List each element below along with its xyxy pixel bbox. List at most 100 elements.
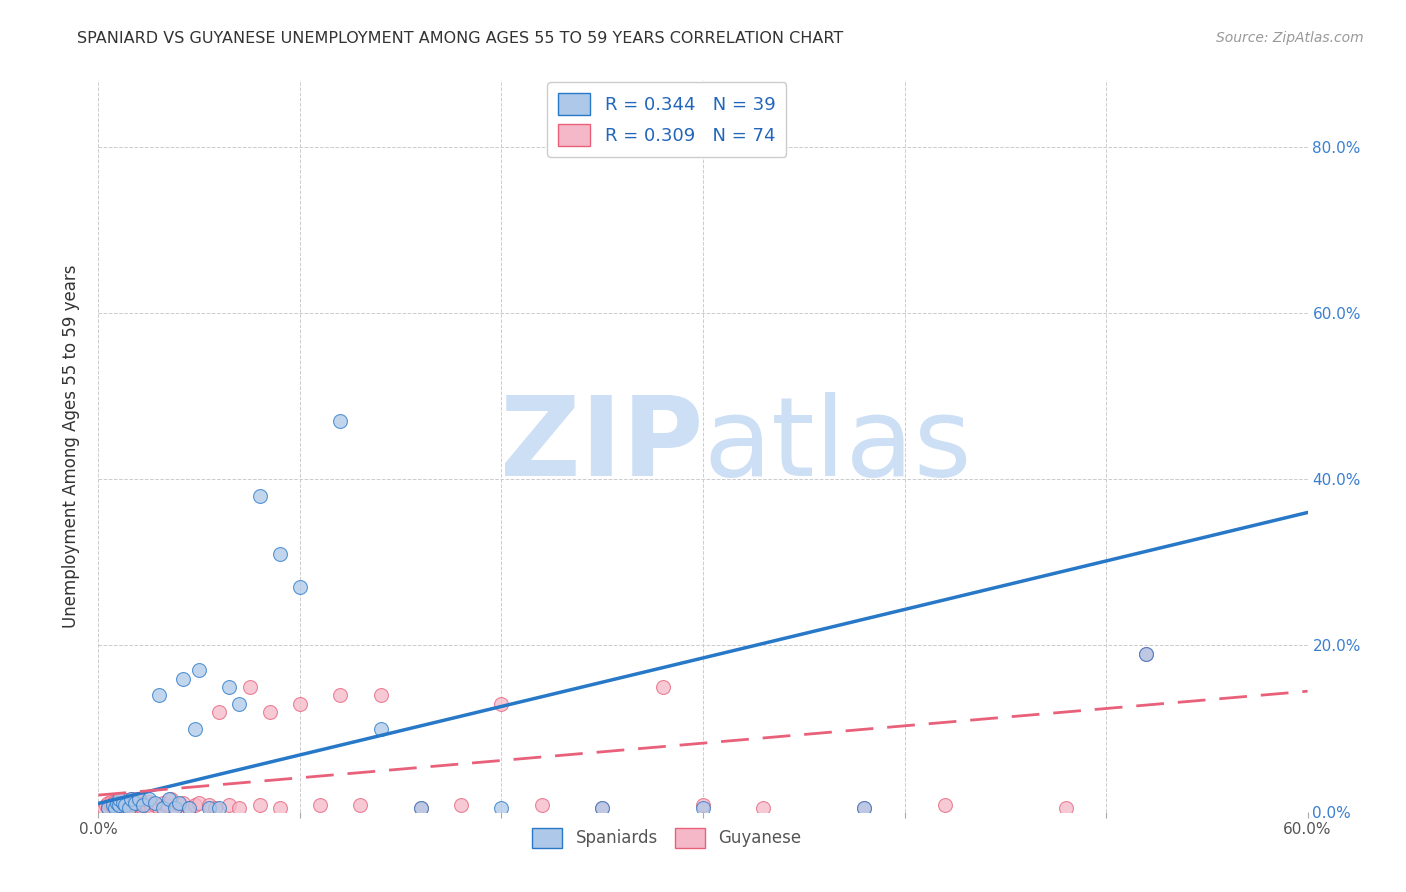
Point bbox=[692, 800, 714, 814]
Point bbox=[1135, 647, 1157, 661]
Point bbox=[239, 680, 262, 694]
Point bbox=[249, 489, 271, 503]
Point bbox=[100, 798, 122, 813]
Point bbox=[124, 797, 146, 811]
Point bbox=[101, 800, 124, 814]
Point bbox=[139, 800, 162, 814]
Point bbox=[228, 800, 250, 814]
Point bbox=[118, 800, 141, 814]
Point bbox=[249, 798, 271, 813]
Point bbox=[103, 800, 125, 814]
Point bbox=[105, 797, 128, 811]
Point bbox=[118, 797, 141, 811]
Point bbox=[120, 792, 142, 806]
Point bbox=[128, 792, 150, 806]
Point bbox=[167, 798, 190, 813]
Y-axis label: Unemployment Among Ages 55 to 59 years: Unemployment Among Ages 55 to 59 years bbox=[62, 264, 80, 628]
Point bbox=[107, 792, 129, 806]
Point bbox=[114, 798, 136, 813]
Point bbox=[107, 798, 129, 813]
Point bbox=[288, 697, 311, 711]
Point bbox=[160, 792, 183, 806]
Point bbox=[218, 680, 240, 694]
Point bbox=[309, 798, 332, 813]
Text: atlas: atlas bbox=[703, 392, 972, 500]
Point bbox=[128, 798, 150, 813]
Point bbox=[107, 798, 129, 813]
Point bbox=[163, 800, 186, 814]
Point bbox=[163, 800, 186, 814]
Point bbox=[96, 798, 118, 813]
Point bbox=[110, 800, 132, 814]
Point bbox=[138, 795, 160, 809]
Point bbox=[370, 722, 392, 736]
Point bbox=[184, 798, 207, 813]
Point bbox=[349, 798, 371, 813]
Point bbox=[208, 705, 231, 719]
Point bbox=[128, 792, 150, 806]
Text: SPANIARD VS GUYANESE UNEMPLOYMENT AMONG AGES 55 TO 59 YEARS CORRELATION CHART: SPANIARD VS GUYANESE UNEMPLOYMENT AMONG … bbox=[77, 31, 844, 46]
Point bbox=[934, 798, 956, 813]
Point bbox=[107, 800, 129, 814]
Point bbox=[853, 800, 876, 814]
Point bbox=[143, 798, 166, 813]
Point bbox=[120, 798, 142, 813]
Point bbox=[138, 792, 160, 806]
Point bbox=[118, 800, 141, 814]
Point bbox=[93, 800, 115, 814]
Point bbox=[103, 795, 125, 809]
Point bbox=[179, 800, 201, 814]
Point bbox=[853, 800, 876, 814]
Point bbox=[124, 792, 146, 806]
Point bbox=[101, 797, 124, 811]
Point bbox=[115, 798, 138, 813]
Point bbox=[132, 798, 155, 813]
Point bbox=[111, 792, 134, 806]
Point bbox=[156, 798, 179, 813]
Point bbox=[409, 800, 432, 814]
Point bbox=[269, 547, 291, 561]
Point bbox=[111, 797, 134, 811]
Point bbox=[100, 795, 122, 809]
Point bbox=[115, 795, 138, 809]
Point bbox=[132, 797, 155, 811]
Point bbox=[1054, 800, 1077, 814]
Point bbox=[143, 797, 166, 811]
Point bbox=[125, 800, 148, 814]
Point bbox=[114, 797, 136, 811]
Point bbox=[188, 664, 211, 678]
Point bbox=[97, 797, 120, 811]
Point bbox=[114, 800, 136, 814]
Point bbox=[184, 722, 207, 736]
Point bbox=[450, 798, 472, 813]
Point bbox=[157, 792, 180, 806]
Point bbox=[124, 798, 146, 813]
Point bbox=[259, 705, 281, 719]
Point bbox=[752, 800, 775, 814]
Point bbox=[111, 798, 134, 813]
Point bbox=[409, 800, 432, 814]
Point bbox=[591, 800, 613, 814]
Point bbox=[103, 798, 125, 813]
Point bbox=[218, 798, 240, 813]
Point bbox=[148, 689, 170, 703]
Point bbox=[172, 797, 194, 811]
Point bbox=[329, 414, 352, 428]
Legend: Spaniards, Guyanese: Spaniards, Guyanese bbox=[526, 821, 807, 855]
Point bbox=[228, 697, 250, 711]
Point bbox=[105, 797, 128, 811]
Point bbox=[329, 689, 352, 703]
Point bbox=[167, 797, 190, 811]
Point bbox=[101, 798, 124, 813]
Point bbox=[135, 798, 157, 813]
Point bbox=[208, 800, 231, 814]
Point bbox=[204, 800, 226, 814]
Point bbox=[269, 800, 291, 814]
Point bbox=[152, 797, 174, 811]
Point bbox=[120, 792, 142, 806]
Point bbox=[491, 800, 513, 814]
Point bbox=[148, 800, 170, 814]
Point bbox=[591, 800, 613, 814]
Text: ZIP: ZIP bbox=[499, 392, 703, 500]
Point bbox=[198, 798, 221, 813]
